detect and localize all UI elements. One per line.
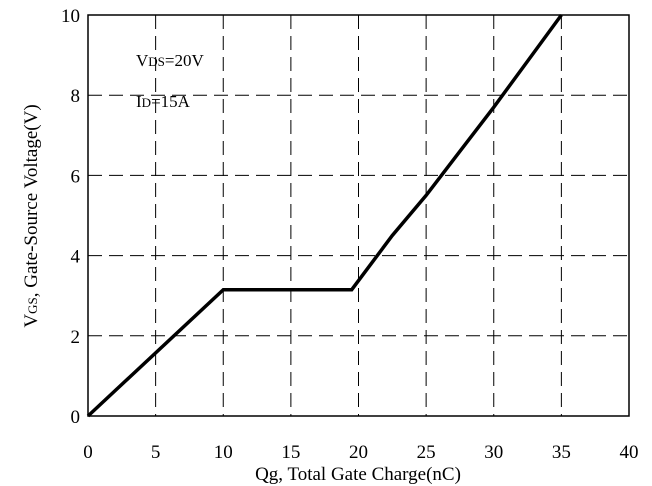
vgs-curve xyxy=(86,13,563,418)
annotation-vds-main: V xyxy=(136,51,149,70)
x-tick-label-0: 0 xyxy=(83,442,93,463)
x-axis-ticks: 0 5 10 15 20 25 30 35 40 xyxy=(83,442,638,463)
annotation-id: ID=15A xyxy=(136,92,191,111)
plot-frame xyxy=(87,14,630,417)
grid-lines xyxy=(88,15,629,416)
y-axis-title-rest: , Gate-Source Voltage(V) xyxy=(21,104,42,297)
annotation-id-main: I xyxy=(136,92,142,111)
y-axis-title-main: V xyxy=(21,314,42,328)
y-axis-title: VGS, Gate-Source Voltage(V) xyxy=(21,104,42,327)
annotation-vds: VDS=20V xyxy=(136,51,204,70)
x-axis-title: Qg, Total Gate Charge(nC) xyxy=(255,464,461,485)
x-tick-label-20: 20 xyxy=(349,442,368,463)
x-tick-label-15: 15 xyxy=(281,442,300,463)
y-tick-label-8: 8 xyxy=(71,86,81,107)
annotation-id-sub: D xyxy=(142,95,151,110)
y-tick-label-0: 0 xyxy=(71,407,81,428)
x-tick-label-35: 35 xyxy=(552,442,571,463)
annotation-vds-sub: DS xyxy=(148,54,165,69)
y-tick-label-6: 6 xyxy=(71,166,81,187)
x-tick-label-25: 25 xyxy=(417,442,436,463)
x-tick-label-30: 30 xyxy=(484,442,503,463)
y-tick-label-10: 10 xyxy=(61,6,80,27)
x-tick-label-5: 5 xyxy=(151,442,161,463)
x-tick-label-40: 40 xyxy=(620,442,639,463)
annotation-id-rest: =15A xyxy=(151,92,191,111)
y-axis-ticks: 0 2 4 6 8 10 xyxy=(61,6,81,428)
x-tick-label-10: 10 xyxy=(214,442,233,463)
annotation-vds-rest: =20V xyxy=(165,51,205,70)
y-axis-title-sub: GS xyxy=(25,297,40,314)
y-tick-label-2: 2 xyxy=(71,327,81,348)
y-tick-label-4: 4 xyxy=(71,247,81,268)
